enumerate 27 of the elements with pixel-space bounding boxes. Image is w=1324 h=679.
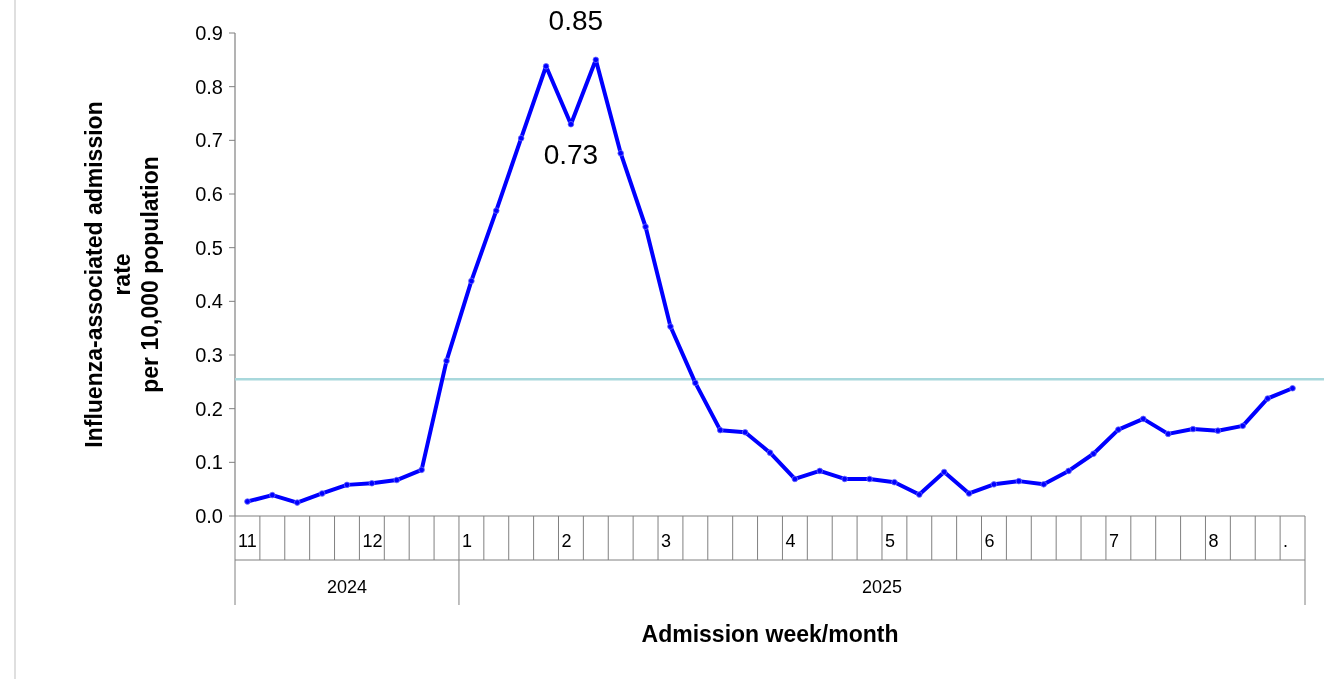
x-tick-label: 12: [362, 531, 383, 551]
x-tick-label: 3: [661, 531, 672, 551]
x-axis-title: Admission week/month: [641, 621, 899, 647]
y-tick-label: 0.3: [195, 344, 223, 366]
x-tick-label: 1: [461, 531, 472, 551]
y-tick-label: 0.4: [195, 290, 223, 313]
y-axis-title: Influenza-associated admission rate per 10,000 population: [81, 101, 163, 448]
y-tick-label: 0.2: [195, 397, 223, 420]
y-tick-label: 0.0: [195, 505, 223, 527]
x-tick-label: 6: [984, 531, 995, 551]
y-tick-label: 0.5: [195, 236, 223, 259]
data-label: 0.73: [543, 139, 599, 171]
data-label: 0.85: [548, 4, 604, 36]
text: 2024: [326, 577, 367, 597]
x-tick-label: .: [1283, 531, 1289, 551]
x-tick-label: 11: [238, 531, 257, 551]
text: 2025: [861, 577, 902, 597]
y-tick-label: 0.9: [195, 22, 223, 44]
y-tick-label: 0.1: [195, 451, 223, 474]
x-tick-label: 8: [1208, 531, 1219, 551]
y-tick-label: 0.7: [195, 129, 223, 152]
x-tick-label: 2: [561, 531, 572, 551]
y-tick-label: 0.8: [195, 75, 223, 98]
x-tick-label: 5: [884, 531, 895, 551]
x-tick-label: 7: [1108, 531, 1119, 551]
x-tick-label: 4: [785, 531, 796, 551]
y-tick-label: 0.6: [195, 183, 223, 205]
